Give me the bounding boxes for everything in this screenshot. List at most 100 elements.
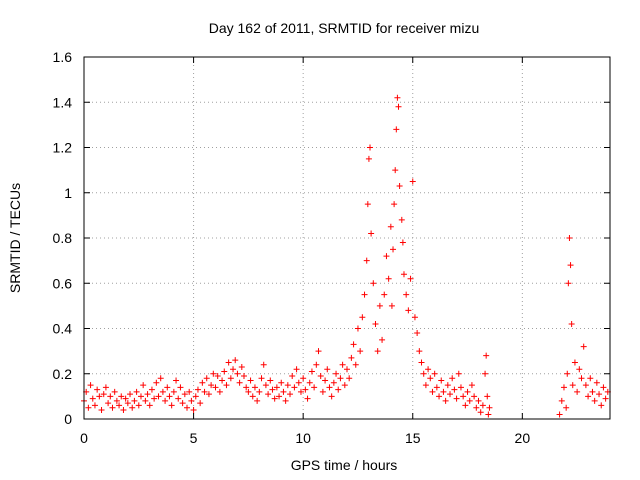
data-point — [260, 361, 267, 368]
data-point — [341, 382, 348, 389]
data-point — [166, 393, 173, 400]
data-point — [576, 366, 583, 373]
data-point — [466, 397, 473, 404]
data-point — [311, 384, 318, 391]
data-point — [245, 388, 252, 395]
data-point — [249, 393, 256, 400]
y-tick-label: 0.2 — [53, 366, 73, 382]
data-point — [122, 395, 129, 402]
data-point — [364, 201, 371, 208]
data-point — [234, 370, 241, 377]
data-point — [451, 386, 458, 393]
data-point — [308, 368, 315, 375]
data-point — [271, 395, 278, 402]
data-point — [319, 388, 326, 395]
data-point — [107, 393, 114, 400]
data-point — [208, 382, 215, 389]
data-point — [146, 402, 153, 409]
data-point — [483, 352, 490, 359]
data-point — [87, 382, 94, 389]
data-point — [247, 377, 254, 384]
data-point — [184, 404, 191, 411]
data-point — [429, 388, 436, 395]
data-point — [109, 404, 116, 411]
data-point — [238, 363, 245, 370]
data-point — [113, 397, 120, 404]
data-point — [390, 246, 397, 253]
data-point — [473, 404, 480, 411]
data-point — [223, 382, 230, 389]
data-point — [447, 391, 454, 398]
data-point — [403, 291, 410, 298]
data-point — [317, 373, 324, 380]
data-point — [105, 400, 112, 407]
data-point — [304, 395, 311, 402]
grid-lines — [84, 57, 610, 419]
data-point — [352, 361, 359, 368]
data-point — [98, 406, 105, 413]
data-point — [324, 366, 331, 373]
data-point — [479, 402, 486, 409]
data-point — [379, 336, 386, 343]
data-point — [589, 388, 596, 395]
y-tick-label: 0.4 — [53, 321, 73, 337]
plot-frame — [83, 56, 611, 420]
axis-ticks: 0 5 10 15 20 0 0.2 0.4 0.6 0.8 1 1.2 1.4 1.6 — [53, 49, 610, 446]
data-point — [591, 397, 598, 404]
data-point — [485, 411, 492, 418]
data-point — [142, 397, 149, 404]
data-point — [322, 377, 329, 384]
data-point — [405, 307, 412, 314]
data-point — [243, 384, 250, 391]
data-point — [214, 373, 221, 380]
data-point — [155, 393, 162, 400]
data-point — [556, 411, 563, 418]
data-point — [416, 348, 423, 355]
data-point — [181, 391, 188, 398]
data-point — [131, 397, 138, 404]
data-point — [367, 144, 374, 151]
data-point — [289, 373, 296, 380]
data-point — [276, 393, 283, 400]
data-point — [420, 370, 427, 377]
data-point — [567, 262, 574, 269]
data-point — [153, 379, 160, 386]
data-point — [284, 382, 291, 389]
data-point — [400, 271, 407, 278]
data-point — [159, 388, 166, 395]
data-point — [411, 314, 418, 321]
data-point — [596, 391, 603, 398]
data-point — [598, 402, 605, 409]
data-point — [568, 320, 575, 327]
data-point — [422, 382, 429, 389]
data-point — [574, 388, 581, 395]
data-point — [254, 397, 261, 404]
data-point — [203, 375, 210, 382]
data-point — [251, 384, 258, 391]
y-tick-label: 1 — [64, 185, 72, 201]
data-point — [170, 388, 177, 395]
data-point — [564, 370, 571, 377]
data-point — [376, 302, 383, 309]
data-point — [391, 201, 398, 208]
data-point — [151, 395, 158, 402]
data-point — [348, 354, 355, 361]
data-point — [409, 178, 416, 185]
x-tick-label: 10 — [295, 430, 311, 446]
data-point — [225, 359, 232, 366]
data-point — [398, 216, 405, 223]
data-point — [144, 391, 151, 398]
data-point — [383, 253, 390, 260]
data-point — [164, 384, 171, 391]
data-point — [457, 384, 464, 391]
data-point — [600, 384, 607, 391]
data-point — [455, 370, 462, 377]
data-point — [186, 388, 193, 395]
data-point — [396, 182, 403, 189]
data-point — [578, 375, 585, 382]
data-point — [194, 386, 201, 393]
data-point — [168, 402, 175, 409]
x-tick-label: 20 — [515, 430, 531, 446]
data-point — [569, 382, 576, 389]
